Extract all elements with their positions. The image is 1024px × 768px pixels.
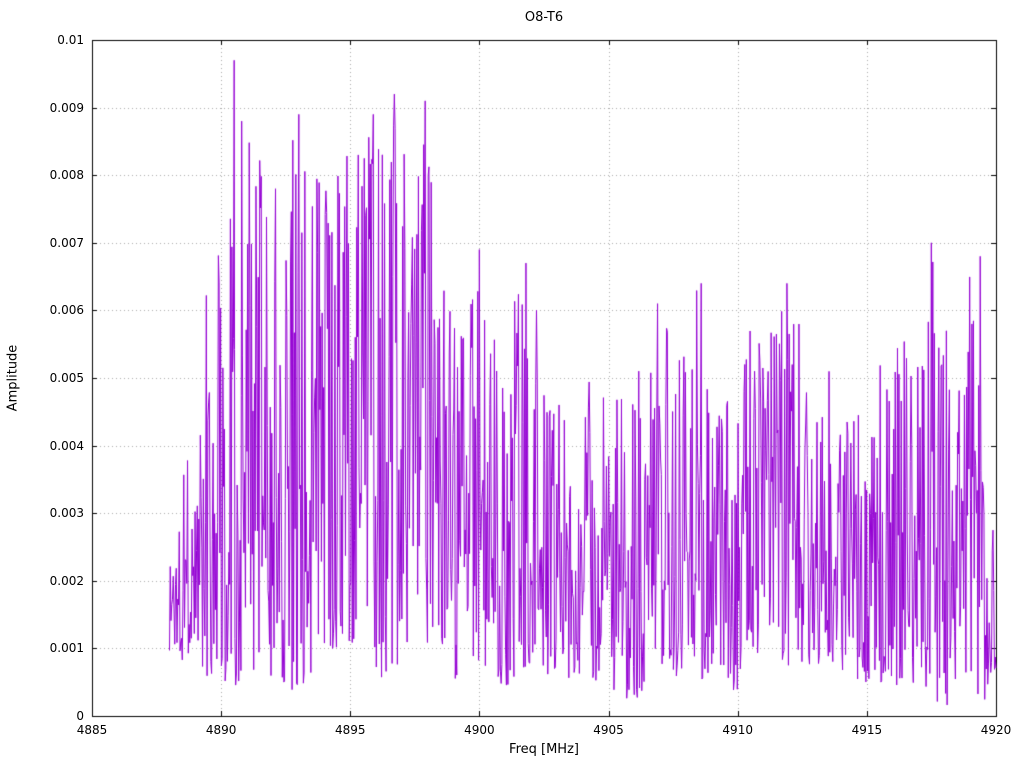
y-tick-label: 0.004 <box>49 438 84 453</box>
y-tick-label: 0.001 <box>49 641 84 656</box>
x-tick-label: 4920 <box>980 723 1012 737</box>
x-tick-label: 4890 <box>205 723 237 737</box>
y-tick-label: 0.002 <box>49 573 84 588</box>
x-tick-label: 4885 <box>76 723 108 737</box>
x-tick-label: 4900 <box>464 723 495 737</box>
y-tick-label: 0.008 <box>49 168 84 183</box>
x-tick-label: 4895 <box>335 723 366 737</box>
x-tick-label: 4905 <box>593 723 624 737</box>
y-tick-label: 0.006 <box>49 303 84 318</box>
y-tick-label: 0.007 <box>49 235 84 250</box>
x-tick-label: 4910 <box>722 723 753 737</box>
y-tick-label: 0.003 <box>49 506 84 521</box>
x-tick-label: 4915 <box>851 723 883 737</box>
y-tick-label: 0 <box>76 709 84 723</box>
y-tick-label: 0.009 <box>49 100 84 115</box>
y-tick-label: 0.01 <box>57 33 84 47</box>
y-tick-label: 0.005 <box>49 371 84 385</box>
